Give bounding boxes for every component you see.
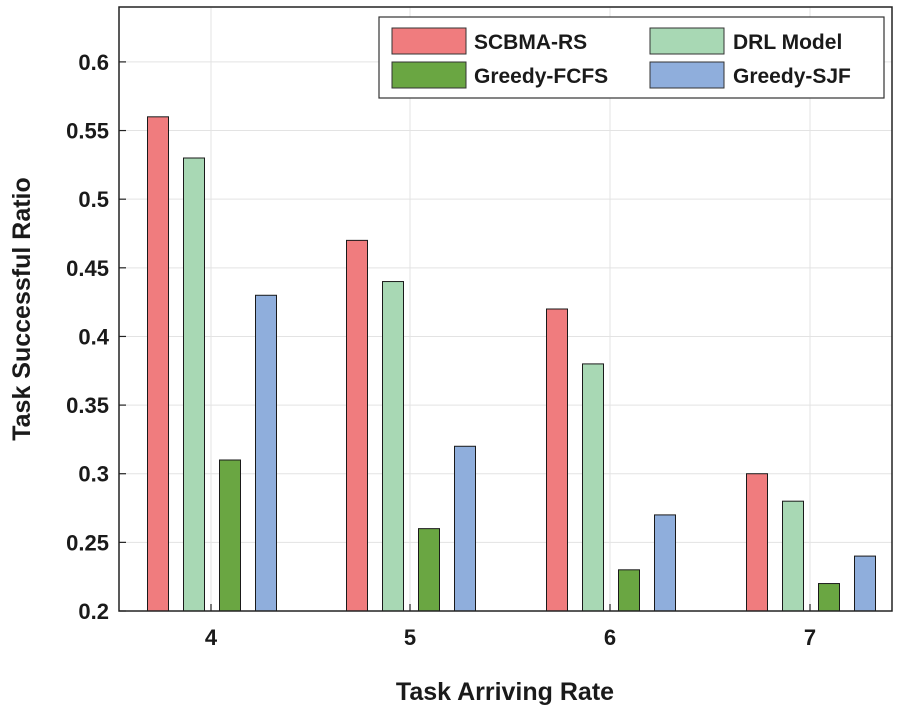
- bar-scbma-rs-5: [346, 239, 368, 612]
- y-tick-label: 0.6: [78, 50, 109, 75]
- bar-scbma-rs-7: [746, 473, 768, 612]
- y-tick-label: 0.2: [78, 599, 109, 624]
- y-tick-label: 0.45: [66, 256, 109, 281]
- bar-scbma-rs-6: [546, 308, 568, 612]
- bar-greedy-sjf-5: [454, 445, 476, 612]
- bar-greedy-fcfs-4: [219, 459, 241, 612]
- bar-drl-model-5: [382, 281, 404, 612]
- x-tick-label: 6: [604, 625, 616, 650]
- legend: SCBMA-RS DRL Model Greedy-FCFS Greedy-SJ…: [378, 16, 885, 99]
- bar-greedy-fcfs-5: [418, 528, 440, 612]
- legend-label-drl-model: DRL Model: [733, 31, 842, 54]
- y-axis-ticks: 0.2 0.25 0.3 0.35 0.4 0.45 0.5 0.55 0.6: [66, 50, 126, 624]
- bar-drl-model-6: [582, 363, 604, 612]
- y-tick-label: 0.4: [78, 324, 109, 349]
- legend-swatch-drl-model: [649, 27, 725, 55]
- x-tick-label: 5: [404, 625, 416, 650]
- x-axis-ticks: 4 5 6 7: [205, 604, 816, 650]
- bar-greedy-sjf-7: [854, 555, 876, 612]
- legend-label-scbma-rs: SCBMA-RS: [474, 31, 587, 54]
- x-axis-label: Task Arriving Rate: [396, 678, 614, 706]
- plot-frame: [118, 6, 893, 612]
- legend-swatch-greedy-sjf: [649, 61, 725, 89]
- legend-swatch-scbma-rs: [391, 27, 467, 55]
- bar-drl-model-7: [782, 500, 804, 612]
- bar-drl-model-4: [183, 157, 205, 612]
- y-tick-label: 0.5: [78, 187, 109, 212]
- y-axis-label: Task Successful Ratio: [8, 177, 36, 441]
- bar-greedy-sjf-4: [255, 294, 277, 612]
- y-tick-label: 0.3: [78, 462, 109, 487]
- x-tick-label: 4: [205, 625, 218, 650]
- bar-greedy-sjf-6: [654, 514, 676, 612]
- legend-label-greedy-fcfs: Greedy-FCFS: [474, 65, 608, 88]
- x-tick-label: 7: [804, 625, 816, 650]
- bar-greedy-fcfs-6: [618, 569, 640, 612]
- bars: [147, 116, 876, 612]
- bar-scbma-rs-4: [147, 116, 169, 612]
- bar-greedy-fcfs-7: [818, 583, 840, 612]
- grid-lines: [119, 7, 892, 612]
- y-tick-label: 0.55: [66, 119, 109, 144]
- y-tick-label: 0.25: [66, 530, 109, 555]
- y-tick-label: 0.35: [66, 393, 109, 418]
- legend-label-greedy-sjf: Greedy-SJF: [733, 65, 851, 88]
- legend-swatch-greedy-fcfs: [391, 61, 467, 89]
